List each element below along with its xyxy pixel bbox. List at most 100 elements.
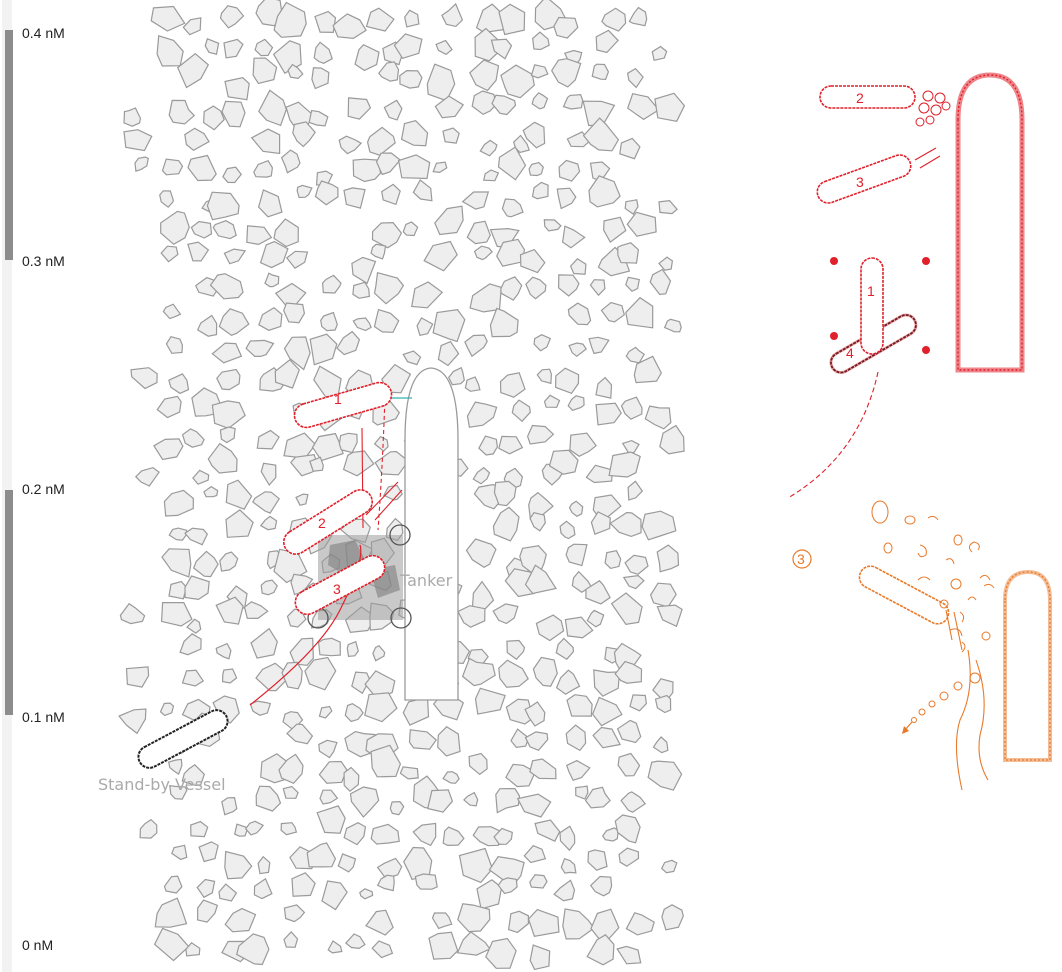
- ice-floe: [500, 276, 523, 301]
- ice-floe: [274, 358, 300, 389]
- vessel-number: 4: [846, 345, 854, 361]
- ice-floe: [616, 945, 642, 965]
- ice-floe: [118, 708, 147, 735]
- ice-floe: [435, 39, 453, 56]
- ice-floe: [359, 888, 374, 900]
- ice-floe: [123, 129, 153, 152]
- ice-floe: [376, 857, 403, 878]
- ice-floe: [561, 225, 586, 249]
- inset-vessel-1[interactable]: 1: [860, 257, 884, 355]
- ice-floe: [351, 256, 377, 285]
- ice-floe: [530, 64, 549, 79]
- ice-floe: [397, 154, 431, 180]
- ice-floe: [558, 159, 581, 182]
- ice-floe: [250, 627, 278, 659]
- ice-floe: [582, 117, 620, 152]
- ice-floe: [565, 724, 587, 752]
- ice-floe: [371, 940, 394, 959]
- red-vessel-sequence: 1 2 3: [249, 380, 412, 706]
- ice-floe: [311, 67, 330, 90]
- ice-floe: [568, 500, 584, 518]
- ice-floe: [562, 93, 584, 110]
- ice-floe: [497, 146, 527, 181]
- ice-floe: [258, 89, 287, 127]
- ice-floe: [408, 729, 438, 750]
- inset-red-schematic: 2 3 4 1: [787, 72, 1025, 499]
- ice-floe: [244, 820, 265, 836]
- ice-floe: [190, 220, 213, 239]
- ice-floe: [314, 180, 339, 206]
- ice-floe: [627, 480, 644, 501]
- ice-floe: [497, 877, 518, 895]
- ice-floe: [590, 511, 611, 535]
- ice-floe: [466, 220, 491, 245]
- icebreaker-1[interactable]: 1: [292, 380, 395, 431]
- ice-floe: [621, 439, 640, 454]
- ice-floe: [482, 169, 500, 182]
- ice-floe: [472, 466, 491, 485]
- standby-vessel[interactable]: Stand-by Vessel: [98, 706, 231, 794]
- ice-floe: [532, 656, 558, 687]
- ice-floe: [658, 199, 678, 215]
- ice-floe: [633, 355, 662, 384]
- ice-floe: [601, 7, 627, 32]
- ice-floe: [534, 819, 561, 842]
- ice-floe: [343, 766, 360, 793]
- inset-vessel-3[interactable]: 3: [814, 152, 914, 206]
- ice-floe: [338, 135, 363, 155]
- ice-floe: [181, 669, 205, 687]
- ice-floe: [524, 731, 549, 752]
- ice-floe: [345, 933, 366, 950]
- ice-floe: [550, 58, 582, 88]
- ice-floe: [616, 719, 642, 744]
- ice-floe: [160, 245, 179, 263]
- ice-floe: [441, 2, 464, 28]
- ice-floe: [156, 35, 184, 67]
- ice-floe: [506, 639, 526, 660]
- ice-floe: [204, 38, 220, 55]
- ice-floe: [402, 350, 422, 366]
- scale-bar-fill-top: [5, 30, 13, 260]
- ice-floe: [624, 554, 649, 575]
- ice-floe: [491, 94, 517, 116]
- ice-floe: [187, 154, 217, 182]
- ice-floe: [190, 820, 209, 838]
- ice-floe: [602, 216, 627, 243]
- ice-floe: [159, 702, 175, 717]
- ice-floe: [252, 57, 278, 85]
- ice-floe: [412, 822, 437, 847]
- inset-vessel-2[interactable]: 2: [819, 85, 916, 109]
- ice-floe: [206, 191, 240, 221]
- ice-floe: [309, 456, 324, 472]
- ice-floe: [165, 336, 184, 354]
- ice-floe: [617, 752, 641, 777]
- ice-floe: [659, 424, 685, 455]
- icebreaker-3[interactable]: 3: [291, 551, 389, 618]
- inset-orange-vessel[interactable]: [856, 562, 953, 627]
- ice-floe: [543, 394, 561, 408]
- ice-floe: [308, 109, 329, 127]
- icebreaker-2[interactable]: 2: [279, 485, 377, 558]
- ice-floe: [186, 618, 202, 634]
- ice-floe: [625, 346, 645, 364]
- ice-floe: [656, 544, 680, 573]
- ice-floe: [376, 874, 395, 892]
- ice-floe: [591, 63, 610, 81]
- ice-floe: [586, 934, 615, 966]
- ice-floe: [528, 161, 544, 177]
- ice-floe: [402, 696, 430, 726]
- ice-floe: [457, 605, 486, 628]
- ice-floe: [259, 240, 289, 269]
- ice-floe: [463, 791, 479, 807]
- ice-floe: [260, 462, 277, 487]
- tanker[interactable]: Tanker: [399, 367, 459, 701]
- ice-floe: [649, 268, 672, 296]
- ice-floe: [192, 469, 210, 485]
- ice-floe: [476, 879, 503, 910]
- ice-floe: [531, 92, 549, 110]
- ice-floe: [280, 822, 298, 836]
- ice-floe: [343, 187, 366, 209]
- ice-floe: [426, 63, 456, 102]
- tanker-outline-red: [955, 72, 1025, 373]
- ice-floe: [507, 910, 530, 934]
